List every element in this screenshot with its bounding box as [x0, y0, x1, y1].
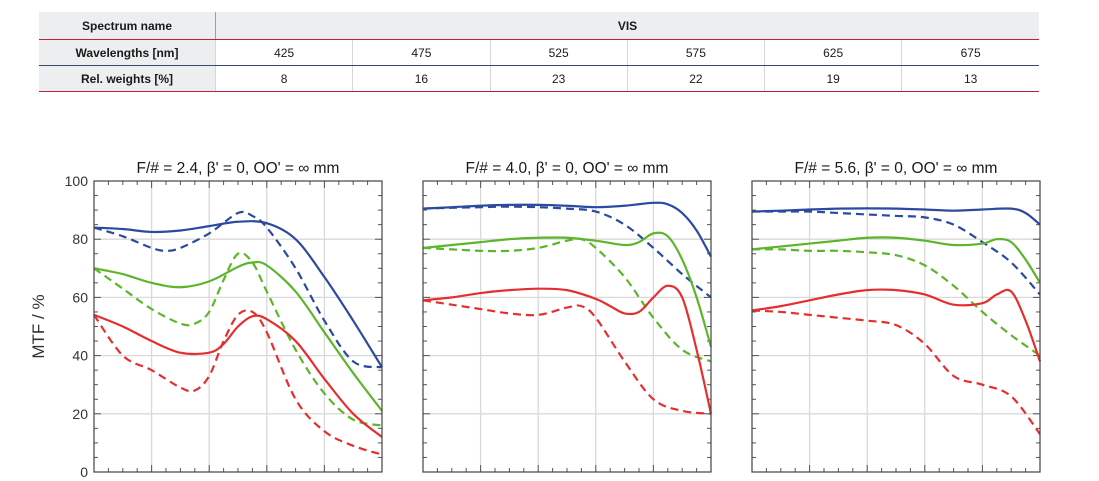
- mtf-curve-solid: [751, 207, 1041, 226]
- mtf-chart-panel: F/# = 4.0, β' = 0, OO' = ∞ mm: [422, 160, 713, 473]
- y-tick-label: 80: [72, 231, 88, 247]
- mtf-curve-solid: [751, 236, 1041, 284]
- wavelength-cell: 675: [901, 39, 1039, 66]
- spectrum-header-row: Spectrum name VIS: [39, 12, 1039, 40]
- plot-frame: [751, 180, 1041, 473]
- frame-ticks: [423, 181, 711, 472]
- weight-cell: 8: [214, 65, 353, 92]
- mtf-charts: F/# = 2.4, β' = 0, OO' = ∞ mm 0 20 40 60 80 10…: [29, 160, 1042, 480]
- weight-cell: 19: [763, 65, 902, 92]
- spectrum-table: Spectrum name VIS Wavelengths [nm] 425 4…: [39, 12, 1039, 92]
- plot-frame: [93, 180, 383, 473]
- mtf-curve-solid: [422, 284, 713, 415]
- spectrum-name-value: VIS: [215, 12, 1039, 40]
- mtf-curve-dashed: [422, 299, 712, 415]
- weights-row: Rel. weights [%] 8 16 23 22 19 13: [39, 65, 1039, 92]
- wavelength-cell: 475: [352, 39, 490, 66]
- chart-title: F/# = 5.6, β' = 0, OO' = ∞ mm: [795, 160, 998, 177]
- y-tick-label: 20: [72, 406, 88, 422]
- chart-title: F/# = 4.0, β' = 0, OO' = ∞ mm: [466, 160, 669, 177]
- y-axis-label: MTF / %: [29, 294, 48, 358]
- y-tick-label: 0: [80, 464, 88, 480]
- mtf-curve-solid: [422, 231, 713, 348]
- spectrum-name-label: Spectrum name: [39, 12, 216, 40]
- wavelengths-label: Wavelengths [nm]: [39, 39, 216, 66]
- mtf-curve-solid: [422, 201, 712, 258]
- wavelength-cell: 425: [214, 39, 353, 66]
- mtf-curve-dashed: [751, 248, 1041, 357]
- plot-frame: [422, 180, 712, 473]
- mtf-curve-solid: [93, 220, 383, 368]
- mtf-curve-solid: [93, 260, 383, 412]
- mtf-curve-dashed: [422, 237, 712, 363]
- wavelengths-row: Wavelengths [nm] 425 475 525 575 625 675: [39, 39, 1039, 66]
- frame-ticks: [752, 181, 1040, 472]
- weight-cell: 23: [489, 65, 628, 92]
- wavelength-cell: 625: [763, 39, 902, 66]
- y-tick-label: 100: [65, 173, 89, 189]
- weight-cell: 22: [626, 65, 765, 92]
- plot-area: [423, 181, 711, 472]
- chart-title: F/# = 2.4, β' = 0, OO' = ∞ mm: [137, 160, 340, 177]
- weight-cell: 13: [901, 65, 1039, 92]
- mtf-chart-panel: F/# = 5.6, β' = 0, OO' = ∞ mm: [751, 160, 1042, 473]
- y-tick-label: 60: [72, 289, 88, 305]
- mtf-curve-solid: [751, 288, 1042, 362]
- mtf-curve-dashed: [422, 205, 712, 299]
- mtf-curve-dashed: [93, 210, 383, 369]
- wavelength-cell: 525: [489, 39, 628, 66]
- mtf-curve-solid: [93, 313, 383, 438]
- mtf-chart-panel: F/# = 2.4, β' = 0, OO' = ∞ mm 0 20 40 60 80 10…: [29, 160, 383, 480]
- plot-area: [752, 181, 1040, 472]
- frame-ticks: [94, 181, 382, 472]
- mtf-curve-dashed: [751, 309, 1041, 435]
- weight-cell: 16: [352, 65, 490, 92]
- mtf-curve-dashed: [93, 251, 383, 427]
- wavelength-cell: 575: [626, 39, 765, 66]
- weights-label: Rel. weights [%]: [39, 65, 216, 92]
- mtf-curve-dashed: [752, 210, 1041, 296]
- y-tick-label: 40: [72, 348, 88, 364]
- mtf-curve-dashed: [93, 309, 383, 456]
